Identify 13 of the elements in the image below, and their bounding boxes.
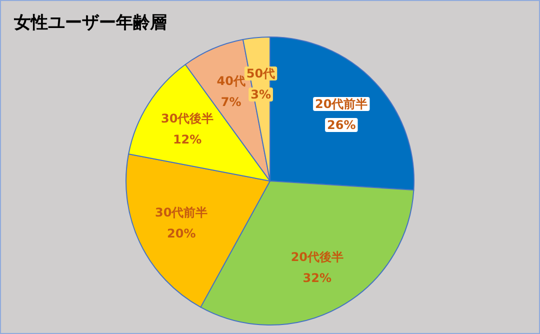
- slice-label: 40代: [216, 74, 246, 88]
- slice-label: 20代前半: [315, 96, 368, 111]
- slice-label: 50代: [246, 66, 276, 81]
- slice-label: 30代前半: [155, 206, 208, 220]
- data-label: 20%: [167, 226, 196, 241]
- chart-title: 女性ユーザー年齢層: [13, 13, 167, 33]
- data-label: 7%: [220, 95, 242, 110]
- data-label: 12%: [172, 132, 202, 147]
- slice-label: 20代後半: [290, 250, 344, 264]
- data-label: 26%: [327, 118, 356, 132]
- data-label: 3%: [250, 88, 271, 102]
- slice-label: 30代後半: [160, 112, 214, 126]
- data-label: 32%: [302, 270, 332, 285]
